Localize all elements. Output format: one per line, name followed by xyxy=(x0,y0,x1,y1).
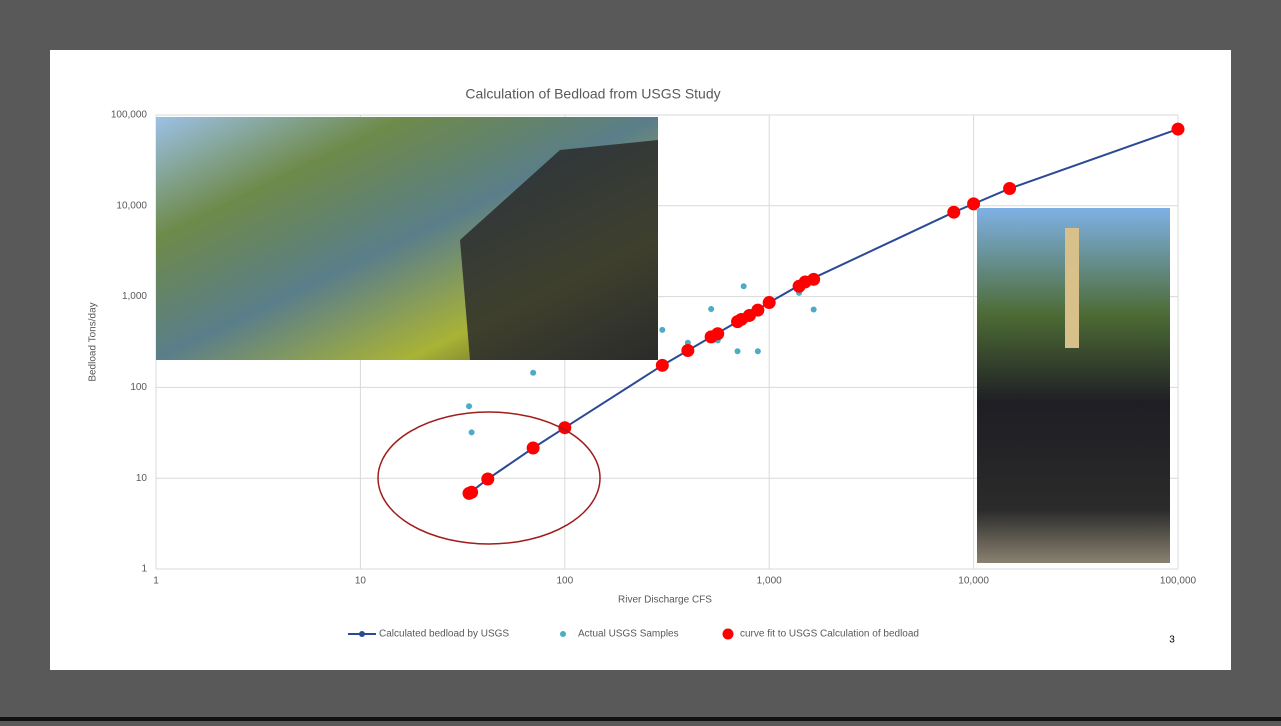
fit-point xyxy=(807,272,821,286)
fit-point xyxy=(1003,182,1017,196)
x-tick-label: 10,000 xyxy=(958,576,989,587)
fit-point xyxy=(465,485,479,499)
y-tick-label: 1 xyxy=(141,564,147,575)
y-axis-label: Bedload Tons/day xyxy=(88,302,99,381)
y-tick-label: 1,000 xyxy=(122,291,147,302)
chart-title: Calculation of Bedload from USGS Study xyxy=(465,86,720,102)
fit-point xyxy=(711,327,725,341)
fit-point xyxy=(762,296,776,310)
x-tick-label: 10 xyxy=(355,576,367,587)
y-tick-label: 10,000 xyxy=(116,200,147,211)
x-tick-label: 1 xyxy=(153,576,159,587)
bottom-border xyxy=(0,717,1281,721)
fit-point xyxy=(967,197,981,211)
sample-point xyxy=(659,326,666,333)
fit-point xyxy=(655,358,669,372)
sample-point xyxy=(468,429,475,436)
x-tick-label: 100,000 xyxy=(1160,576,1197,587)
fit-point xyxy=(751,303,765,317)
sample-point xyxy=(530,369,537,376)
x-tick-label: 1,000 xyxy=(757,576,782,587)
highlight-ellipse xyxy=(377,411,601,545)
sample-point xyxy=(740,283,747,290)
legend-swatch xyxy=(359,631,365,637)
y-tick-label: 100 xyxy=(130,382,147,393)
fit-point xyxy=(481,472,495,486)
legend-swatch xyxy=(722,628,734,640)
y-tick-label: 10 xyxy=(136,473,148,484)
legend-label: Actual USGS Samples xyxy=(578,629,679,640)
photo-detail xyxy=(460,140,658,360)
sample-point xyxy=(754,348,761,355)
x-axis-label: River Discharge CFS xyxy=(618,595,712,606)
sample-point xyxy=(734,348,741,355)
sample-point xyxy=(466,403,473,410)
photo-detail xyxy=(1065,228,1079,348)
y-tick-label: 100,000 xyxy=(111,110,148,121)
legend-label: Calculated bedload by USGS xyxy=(379,629,509,640)
fit-point xyxy=(1171,122,1185,136)
page-number: 3 xyxy=(1169,635,1175,646)
legend-label: curve fit to USGS Calculation of bedload xyxy=(740,629,919,640)
fit-point xyxy=(526,441,540,455)
sample-point xyxy=(810,306,817,313)
x-tick-label: 100 xyxy=(556,576,573,587)
sample-point xyxy=(708,306,715,313)
fit-point xyxy=(681,343,695,357)
fit-point xyxy=(947,205,961,219)
legend-swatch xyxy=(560,631,566,637)
